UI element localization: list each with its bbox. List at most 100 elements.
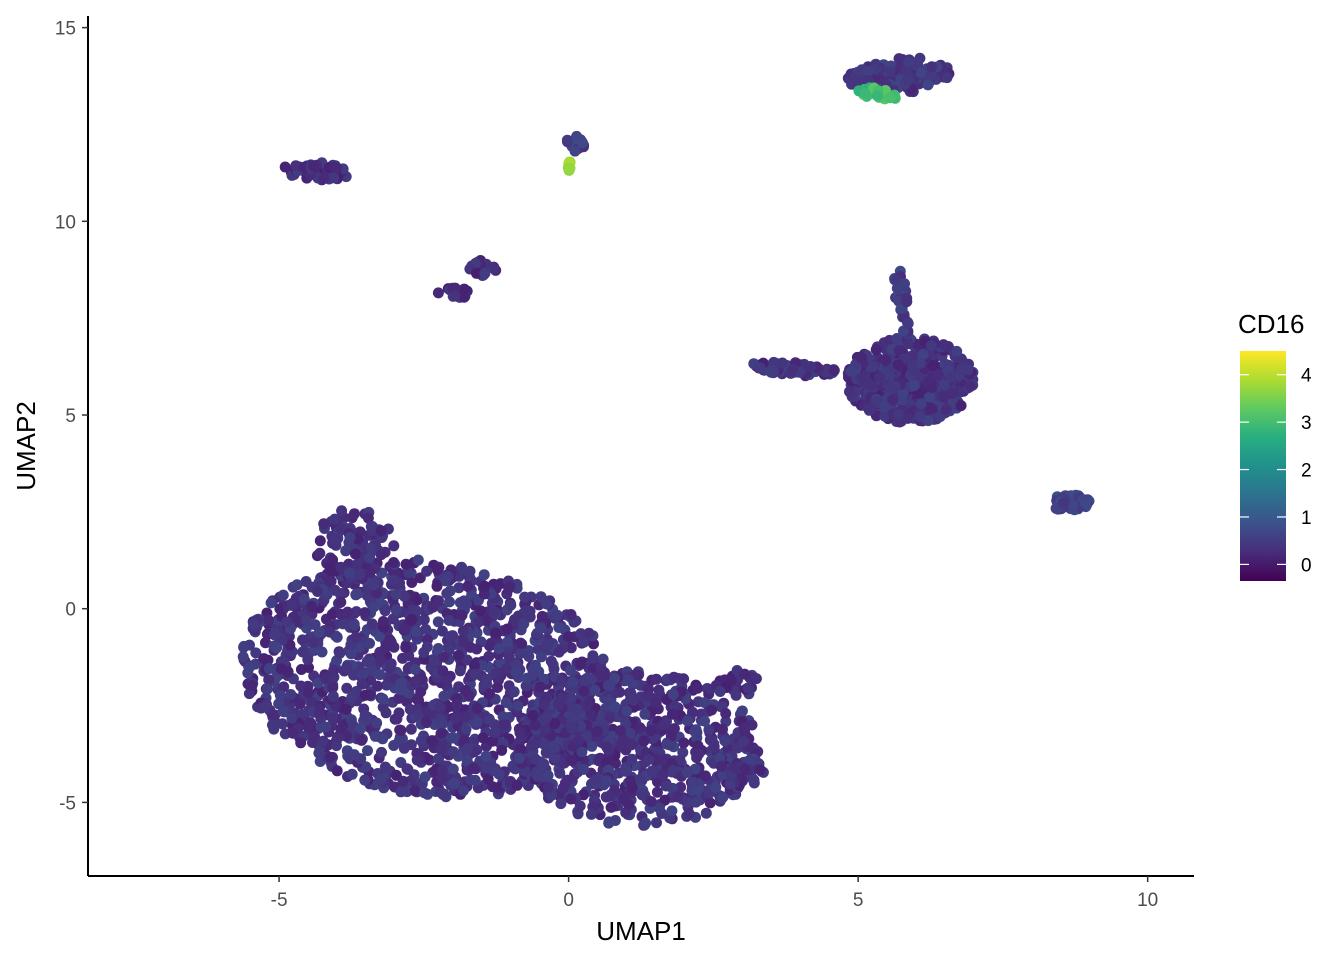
scatter-point (893, 53, 905, 65)
scatter-point (456, 609, 468, 621)
scatter-point (489, 726, 501, 738)
scatter-point (509, 614, 520, 626)
scatter-point (399, 591, 410, 602)
scatter-point (549, 752, 561, 764)
scatter-point (614, 725, 626, 737)
scatter-point (441, 588, 453, 599)
legend-colorbar (1240, 351, 1286, 581)
scatter-point (1058, 497, 1069, 509)
scatter-point (350, 632, 362, 643)
scatter-point (387, 613, 399, 625)
scatter-point (362, 745, 373, 757)
scatter-point (273, 698, 285, 710)
scatter-point (250, 647, 262, 659)
scatter-point (248, 618, 259, 630)
scatter-point (1080, 497, 1092, 509)
scatter-point (313, 706, 325, 718)
scatter-point (856, 372, 868, 384)
scatter-point (436, 718, 448, 730)
scatter-point (374, 669, 386, 681)
scatter-point (452, 650, 464, 661)
x-axis-title: UMAP1 (596, 916, 686, 946)
scatter-point (469, 660, 480, 672)
scatter-point (699, 770, 711, 782)
scatter-point (922, 415, 934, 427)
scatter-point (661, 738, 673, 750)
scatter-point (457, 785, 469, 797)
scatter-point (286, 712, 298, 724)
scatter-point (706, 704, 718, 716)
scatter-point (444, 596, 455, 608)
scatter-point (893, 344, 905, 356)
scatter-point (290, 160, 302, 172)
scatter-point (674, 754, 686, 766)
scatter-point (903, 56, 915, 68)
scatter-point (412, 554, 424, 566)
scatter-point (880, 354, 892, 366)
scatter-point (944, 371, 956, 383)
scatter-point (704, 797, 716, 809)
scatter-point (435, 728, 447, 739)
scatter-point (603, 816, 615, 828)
scatter-point (421, 641, 433, 653)
scatter-point (924, 403, 936, 415)
scatter-point (871, 397, 882, 408)
scatter-point (327, 682, 339, 693)
scatter-point (458, 291, 470, 303)
scatter-point (314, 547, 326, 559)
scatter-point (335, 596, 347, 608)
scatter-point (492, 682, 503, 693)
scatter-point (730, 689, 742, 701)
scatter-point (555, 798, 567, 810)
scatter-point (391, 713, 403, 725)
legend-tick-label: 4 (1301, 366, 1312, 387)
scatter-point (714, 752, 726, 764)
scatter-point (589, 684, 601, 696)
scatter-point (540, 712, 552, 724)
scatter-point (359, 710, 371, 721)
scatter-point (621, 705, 633, 717)
scatter-point (450, 712, 461, 724)
scatter-point (461, 743, 473, 755)
scatter-point (590, 774, 602, 786)
scatter-point (529, 719, 541, 731)
scatter-point (365, 521, 377, 533)
scatter-point (439, 575, 451, 587)
scatter-point (320, 672, 332, 684)
scatter-point (420, 716, 432, 728)
scatter-point (405, 723, 417, 735)
scatter-point (300, 576, 312, 587)
scatter-point (889, 380, 901, 392)
scatter-point (409, 785, 421, 797)
x-tick-label: 10 (1137, 890, 1158, 911)
scatter-point (352, 588, 364, 600)
scatter-point (427, 601, 439, 613)
scatter-point (678, 673, 690, 685)
scatter-point (604, 712, 616, 724)
scatter-point (413, 695, 425, 707)
scatter-point (941, 72, 953, 84)
scatter-point (566, 755, 578, 767)
scatter-point (738, 736, 750, 747)
scatter-point (454, 665, 466, 677)
scatter-point (932, 369, 944, 381)
scatter-point (335, 608, 347, 620)
scatter-point (634, 722, 646, 734)
scatter-point (542, 781, 554, 793)
scatter-point (884, 92, 896, 104)
y-tick-label: 5 (65, 406, 76, 427)
scatter-point (318, 518, 330, 530)
scatter-point (650, 697, 662, 709)
scatter-point (400, 558, 412, 570)
scatter-point (947, 397, 959, 409)
scatter-point (348, 669, 360, 681)
scatter-point (464, 565, 476, 577)
scatter-point (703, 724, 715, 736)
legend-tick-label: 2 (1301, 461, 1312, 482)
scatter-point (459, 711, 471, 723)
scatter-point (902, 318, 914, 329)
scatter-point (442, 641, 454, 653)
scatter-point (460, 723, 472, 735)
scatter-point (403, 567, 415, 579)
